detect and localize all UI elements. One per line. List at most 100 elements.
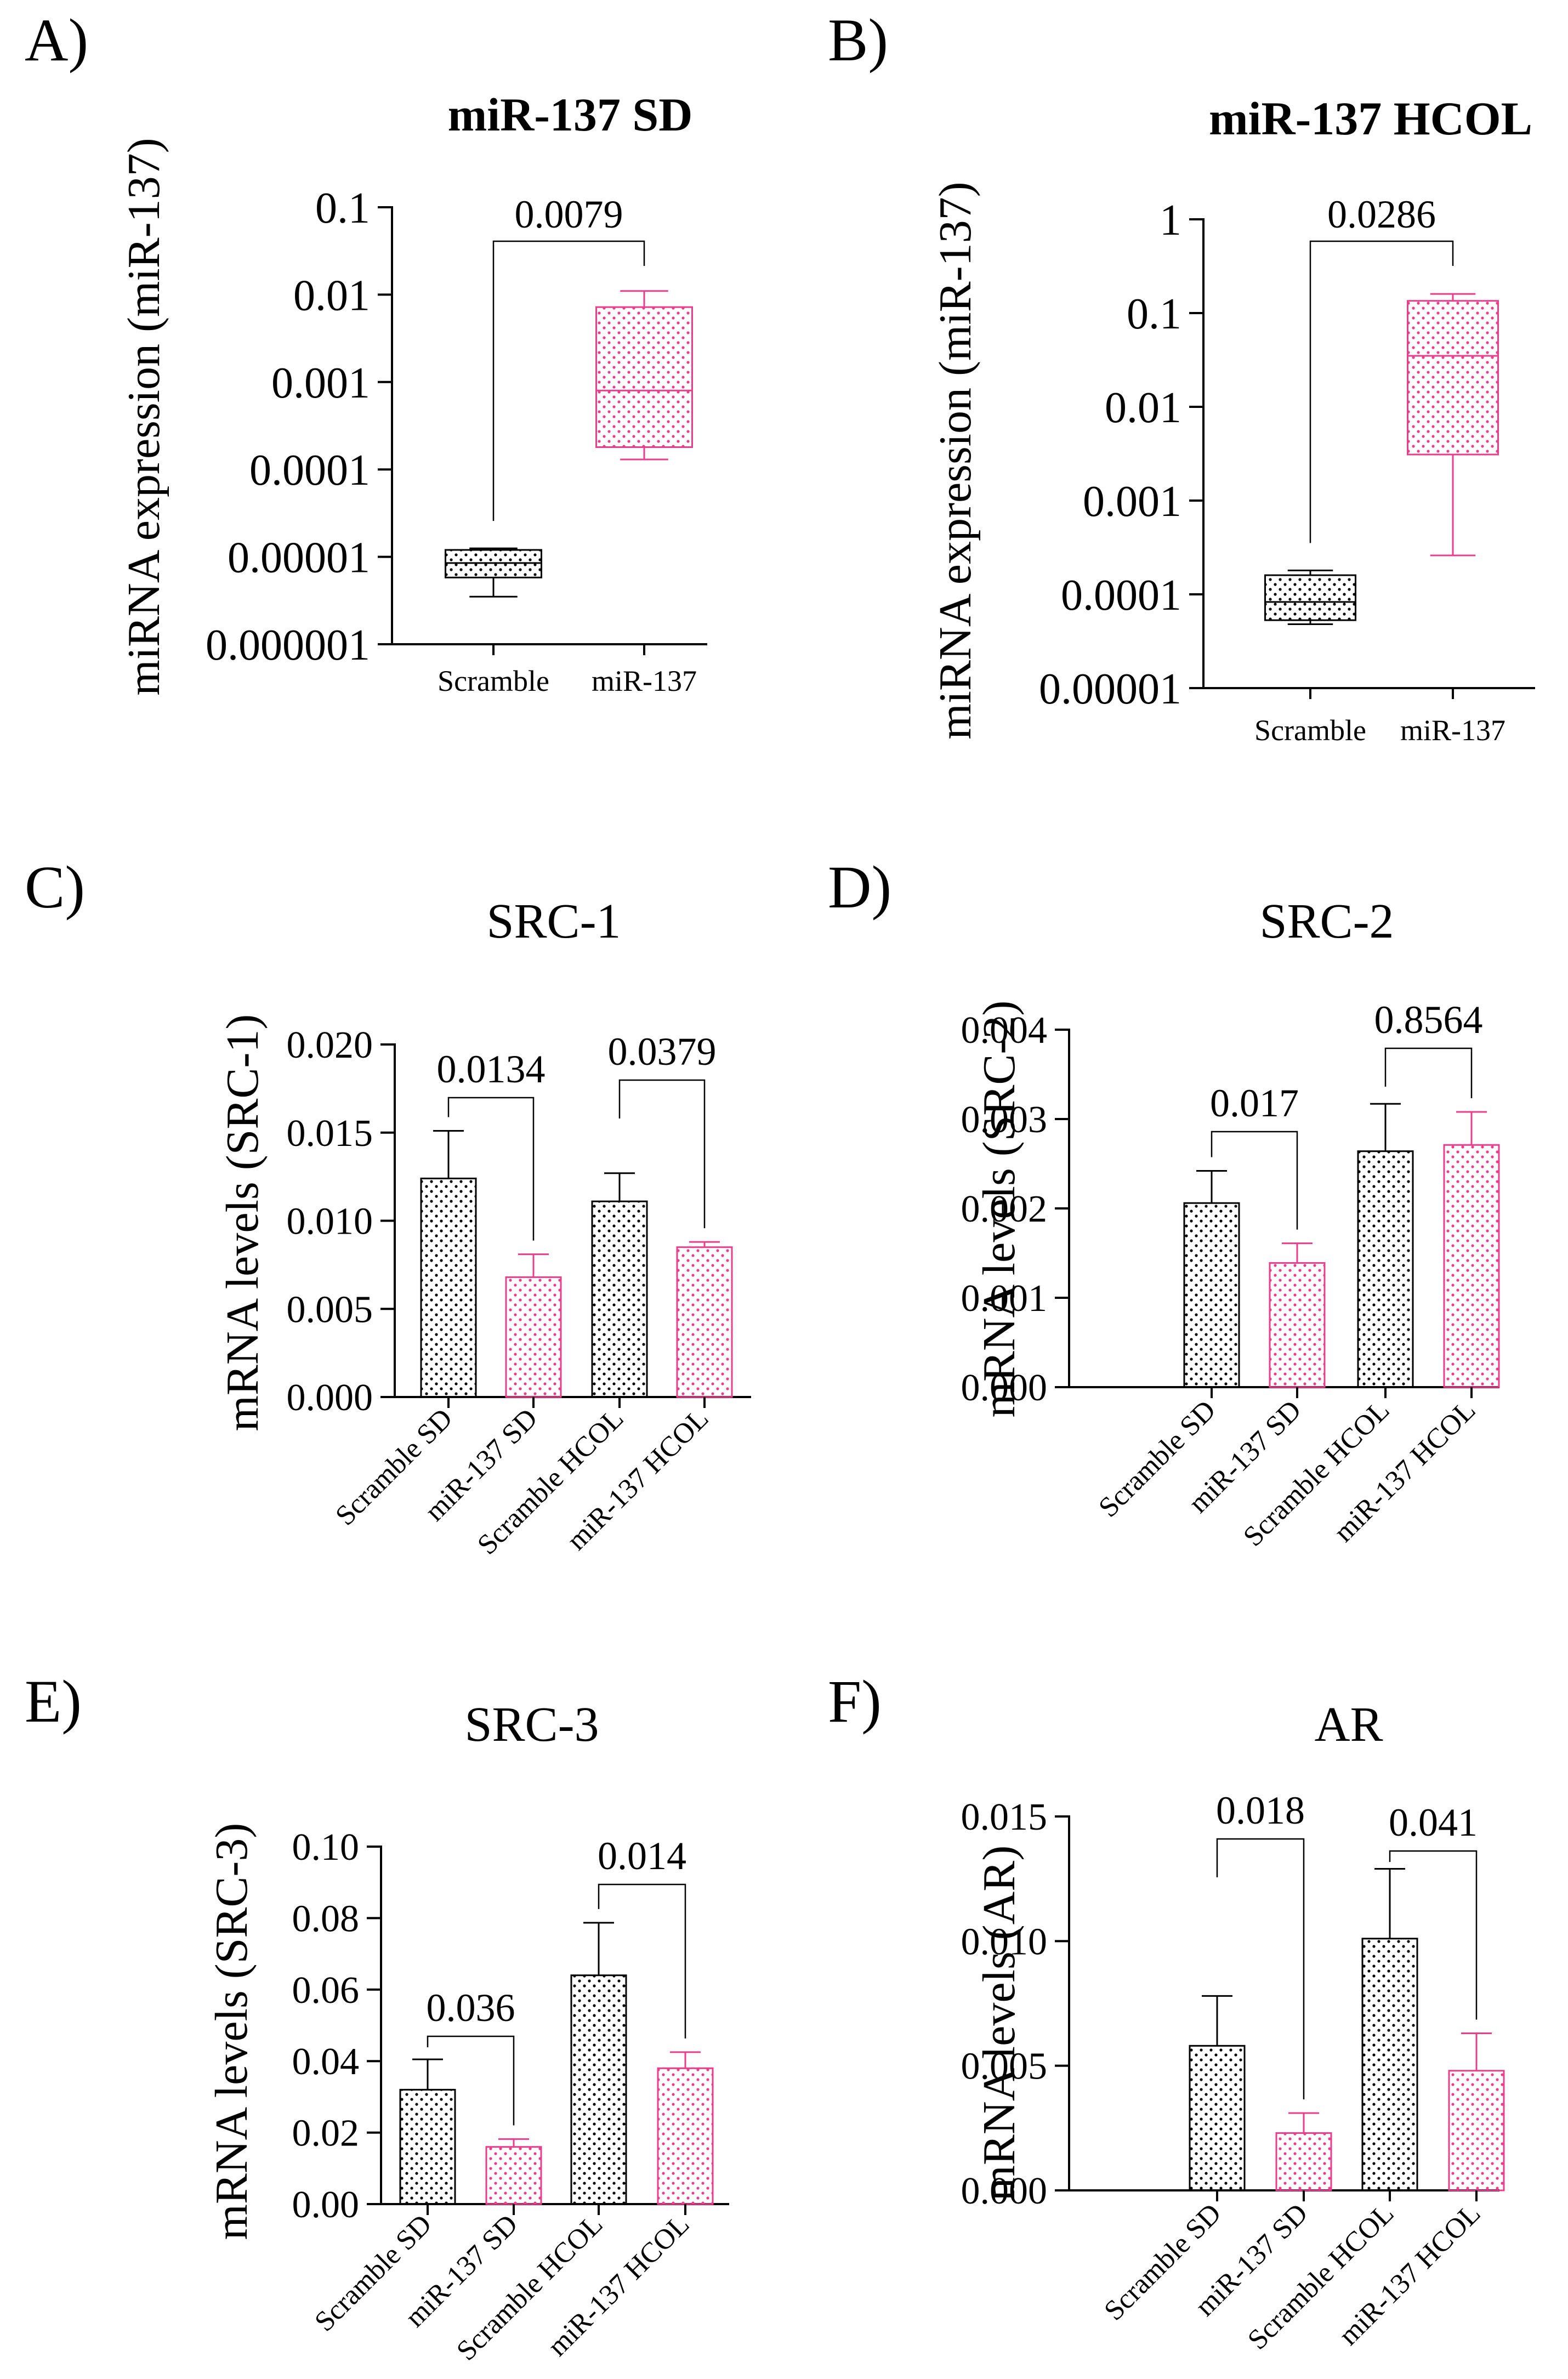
bar [570, 1974, 627, 2205]
y-tick-label: 0.08 [292, 1898, 360, 1940]
y-tick-label: 0.01 [1105, 384, 1181, 432]
y-tick-label: 0.020 [287, 1024, 373, 1066]
p-value-label: 0.0286 [1327, 192, 1436, 236]
y-axis-label: miRNA expression (miR-137) [118, 138, 169, 695]
y-tick-label: 0.003 [961, 1099, 1048, 1141]
significance-bracket [618, 1079, 706, 1229]
y-tick-label: 0.010 [287, 1201, 373, 1243]
bar [1189, 2045, 1246, 2191]
x-category-label: miR-137 [592, 665, 697, 697]
panel-label: F) [828, 1668, 882, 1735]
x-category-label: miR-137 [1400, 714, 1505, 747]
panel-b: B) miR-137 HCOL miRNA expression (miR-13… [828, 7, 1535, 747]
box [1407, 300, 1499, 456]
significance-bracket [1384, 1047, 1473, 1098]
x-category-label: Scramble HCOL [1242, 2198, 1400, 2355]
bar [1357, 1150, 1414, 1388]
y-tick-label: 0.00001 [1039, 665, 1181, 713]
significance-bracket [1216, 1838, 1305, 2100]
p-value-label: 0.8564 [1374, 998, 1483, 1042]
panel-c: C) SRC-1 mRNA levels (SRC-1) 0.000 0.005 0… [25, 854, 751, 1561]
bar [1275, 2132, 1332, 2191]
significance-bracket [1211, 1131, 1298, 1230]
panel-label: E) [25, 1668, 82, 1735]
p-value-label: 0.014 [598, 1834, 686, 1878]
y-tick-label: 0.00001 [228, 534, 370, 582]
plot-area: 0.1 0.01 0.001 0.0001 0.00001 0.000001 Scrambl… [206, 184, 707, 697]
significance-bracket [492, 240, 645, 521]
bar [420, 1177, 477, 1398]
y-tick-label: 0.10 [292, 1826, 360, 1869]
y-tick-label: 0.015 [961, 1796, 1048, 1838]
x-category-label: Scramble HCOL [471, 1403, 629, 1560]
p-value-label: 0.018 [1216, 1788, 1305, 1832]
y-tick-label: 0.005 [961, 2046, 1048, 2088]
p-value-label: 0.0134 [437, 1047, 546, 1091]
y-tick-label: 0.010 [961, 1921, 1048, 1963]
y-tick-label: 0.04 [292, 2041, 360, 2083]
p-value-label: 0.017 [1210, 1081, 1299, 1125]
bar [676, 1246, 733, 1398]
y-tick-label: 0.001 [1083, 478, 1181, 526]
y-tick-label: 0.005 [287, 1288, 373, 1331]
significance-bracket [598, 1883, 686, 2039]
y-tick-label: 0.0001 [1061, 571, 1181, 620]
y-tick-label: 0.000 [961, 2170, 1048, 2212]
box [595, 306, 693, 448]
y-axis-label: mRNA levels (SRC-2) [974, 1001, 1025, 1418]
y-tick-label: 0.0001 [249, 446, 370, 495]
bar [1183, 1202, 1240, 1388]
y-tick-label: 0.1 [315, 184, 370, 232]
x-category-label: Scramble [438, 665, 549, 697]
significance-bracket [447, 1097, 535, 1241]
y-tick-label: 0.004 [961, 1009, 1048, 1052]
y-tick-label: 0.1 [1127, 290, 1181, 338]
bar [657, 2067, 714, 2205]
bar [505, 1276, 562, 1398]
y-tick-label: 0.00 [292, 2184, 360, 2226]
y-axis-label: mRNA levels (SRC-1) [217, 1014, 268, 1432]
y-tick-label: 0.01 [293, 271, 370, 320]
bar [399, 2088, 456, 2205]
y-tick-label: 0.002 [961, 1188, 1048, 1230]
y-tick-label: 0.001 [961, 1277, 1048, 1320]
chart-title: miR-137 HCOL [1209, 92, 1532, 145]
y-tick-label: 1 [1160, 196, 1181, 245]
bar [485, 2146, 542, 2205]
chart-title: AR [1314, 1697, 1383, 1752]
panel-a: A) miR-137 SD miRNA expression (miR-137)… [25, 7, 707, 697]
y-tick-label: 0.001 [271, 359, 370, 407]
panel-e: E) SRC-3 mRNA levels (SRC-3) 0.00 0.02 0.0… [25, 1668, 729, 2367]
x-category-label: Scramble HCOL [451, 2208, 609, 2366]
box [1264, 574, 1356, 621]
p-value-label: 0.036 [427, 1986, 515, 2030]
panel-f: F) AR mRNA levels (AR) 0.000 0.005 0.010 0.… [828, 1668, 1505, 2356]
chart-title: SRC-1 [486, 894, 621, 949]
y-tick-label: 0.000 [287, 1377, 373, 1419]
p-value-label: 0.0079 [515, 192, 623, 236]
bar [591, 1200, 648, 1398]
panel-label: D) [828, 854, 891, 921]
panel-label: B) [828, 7, 888, 73]
y-tick-label: 0.06 [292, 1969, 360, 2012]
bar [1361, 1938, 1418, 2191]
bar [1269, 1262, 1326, 1388]
significance-bracket [1389, 1850, 1478, 2020]
panel-d: D) SRC-2 mRNA levels (SRC-2) 0.000 0.001 0… [828, 854, 1500, 1553]
p-value-label: 0.0379 [608, 1030, 717, 1074]
bar [1448, 2070, 1505, 2191]
y-axis-label: mRNA levels (AR) [974, 1846, 1025, 2201]
chart-title: SRC-3 [464, 1697, 599, 1752]
panel-label: A) [25, 7, 88, 73]
significance-bracket [1309, 240, 1454, 543]
y-tick-label: 0.000001 [206, 621, 370, 669]
panel-label: C) [25, 854, 85, 921]
p-value-label: 0.041 [1389, 1801, 1478, 1844]
chart-title: miR-137 SD [448, 88, 693, 141]
significance-bracket [427, 2035, 515, 2126]
